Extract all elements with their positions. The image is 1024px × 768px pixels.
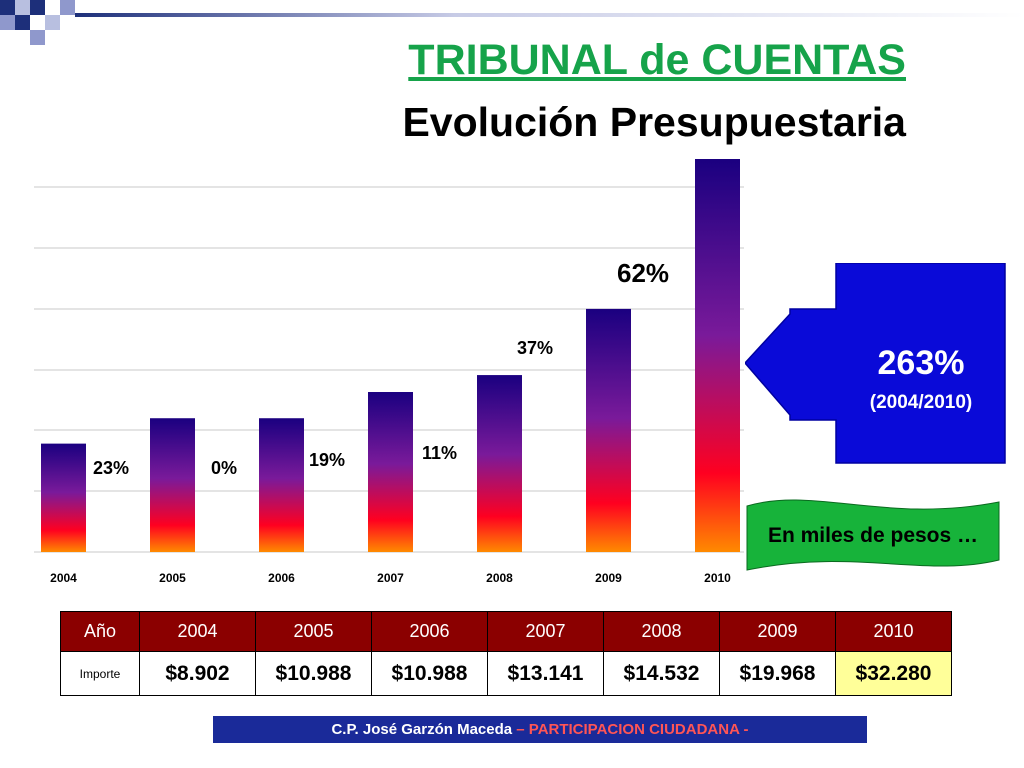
growth-label: 0%	[211, 458, 238, 478]
total-growth-percent: 263%	[877, 344, 965, 382]
table-header-cell: 2008	[603, 611, 720, 652]
bar-chart: 2004 2005 2006 2007 2008 2009 2010	[34, 159, 744, 585]
decorative-square	[0, 15, 15, 30]
units-banner-text: En miles de pesos …	[767, 524, 979, 547]
bar-2004	[41, 443, 86, 552]
x-tick-label: 2004	[50, 571, 77, 585]
x-tick-label: 2009	[595, 571, 622, 585]
total-growth-range: (2004/2010)	[869, 392, 973, 413]
table-header-cell: 2007	[487, 611, 604, 652]
page-title: TRIBUNAL de CUENTAS	[408, 36, 906, 84]
table-header-cell: Año	[60, 611, 140, 652]
table-row: Importe $8.902 $10.988 $10.988 $13.141 $…	[60, 651, 952, 696]
footer-name: C.P. José Garzón Maceda	[331, 721, 513, 738]
table-cell-highlight: $32.280	[835, 651, 952, 696]
x-tick-label: 2008	[486, 571, 513, 585]
table-cell: $10.988	[255, 651, 372, 696]
footer-org: PARTICIPACION CIUDADANA	[528, 721, 740, 738]
budget-table: Año 2004 2005 2006 2007 2008 2009 2010 I…	[60, 611, 952, 696]
table-row-label: Importe	[60, 651, 140, 696]
table-cell: $10.988	[371, 651, 488, 696]
growth-label: 23%	[93, 458, 130, 478]
total-growth-callout	[745, 263, 1006, 464]
bar-2007	[368, 392, 413, 552]
x-tick-label: 2010	[704, 571, 731, 585]
table-cell: $8.902	[139, 651, 256, 696]
table-header-cell: 2005	[255, 611, 372, 652]
x-tick-label: 2007	[377, 571, 404, 585]
growth-label: 37%	[517, 338, 554, 358]
bar-2010	[695, 159, 740, 552]
decorative-square	[45, 15, 60, 30]
footer-banner: C.P. José Garzón Maceda – PARTICIPACION …	[213, 716, 867, 743]
table-header-cell: 2009	[719, 611, 836, 652]
footer-dash: -	[743, 721, 749, 738]
growth-label: 19%	[309, 450, 346, 470]
bar-2006	[259, 418, 304, 552]
bar-2008	[477, 375, 522, 552]
table-cell: $14.532	[603, 651, 720, 696]
decorative-square	[30, 0, 45, 15]
page-subtitle: Evolución Presupuestaria	[402, 99, 906, 145]
decorative-square	[30, 30, 45, 45]
bar-2009	[586, 308, 631, 552]
table-header-cell: 2006	[371, 611, 488, 652]
table-header-row: Año 2004 2005 2006 2007 2008 2009 2010	[60, 611, 952, 652]
units-banner	[746, 499, 1000, 571]
x-tick-label: 2006	[268, 571, 295, 585]
table-header-cell: 2004	[139, 611, 256, 652]
decorative-square	[15, 15, 30, 30]
bar-2005	[150, 418, 195, 552]
decorative-square	[60, 0, 75, 15]
table-header-cell: 2010	[835, 611, 952, 652]
growth-label: 62%	[617, 258, 670, 288]
growth-label: 11%	[422, 443, 458, 463]
x-tick-label: 2005	[159, 571, 186, 585]
decorative-square	[0, 0, 15, 15]
decorative-gradient-bar	[75, 13, 1024, 17]
footer-dash: –	[516, 721, 525, 738]
table-cell: $13.141	[487, 651, 604, 696]
table-cell: $19.968	[719, 651, 836, 696]
decorative-square	[15, 0, 30, 15]
